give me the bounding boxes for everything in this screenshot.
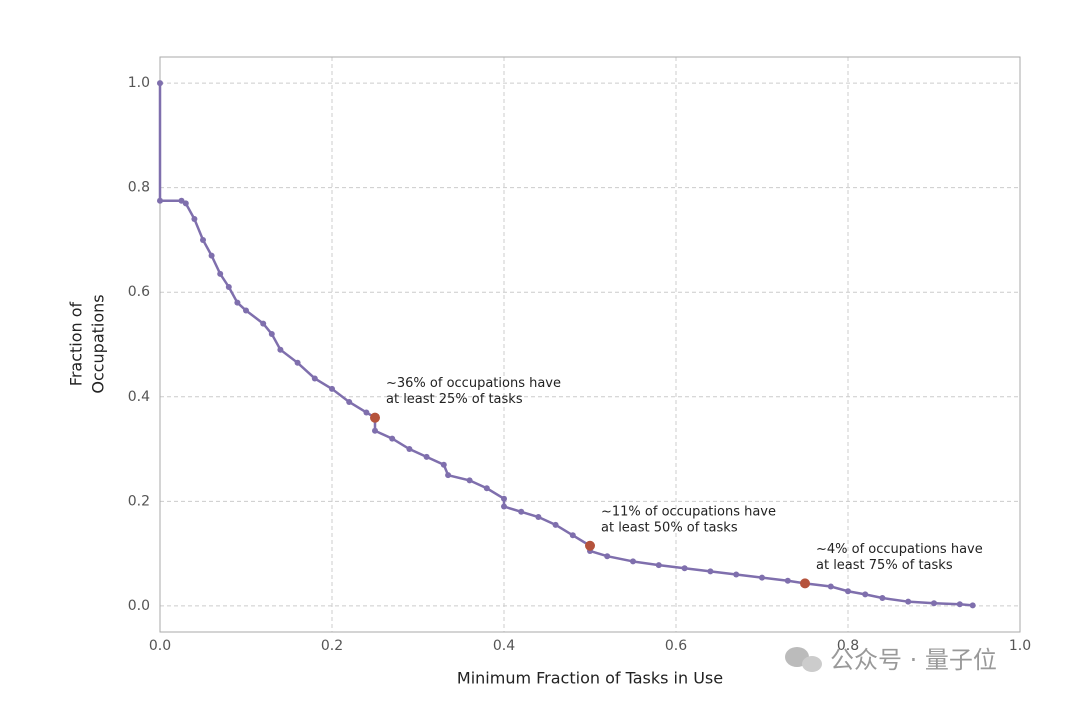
- point: [552, 521, 559, 528]
- x-tick-label: 0.8: [837, 638, 859, 654]
- point: [535, 514, 542, 520]
- point: [969, 602, 976, 609]
- annotation: ~36% of occupations have: [386, 376, 561, 391]
- y-tick-label: 0.8: [128, 180, 150, 196]
- point: [423, 453, 430, 460]
- point: [406, 446, 413, 453]
- watermark: 公众号 · 量子位: [830, 646, 997, 674]
- point: [569, 532, 576, 539]
- point: [372, 427, 378, 434]
- series-line: [158, 83, 973, 607]
- point: [784, 577, 791, 584]
- point: [329, 385, 335, 392]
- point: [217, 270, 224, 277]
- annotation: ~4% of occupations have: [816, 542, 983, 557]
- highlight-point: [585, 540, 595, 551]
- x-tick-label: 0.2: [321, 638, 343, 654]
- point: [225, 284, 232, 290]
- point: [294, 359, 301, 366]
- watermark-icon: [785, 647, 822, 672]
- annotation: at least 25% of tasks: [386, 392, 523, 407]
- point: [277, 346, 284, 353]
- y-axis-title: Fraction of Occupations: [67, 294, 108, 393]
- point: [518, 508, 525, 515]
- y-tick-label: 0.2: [128, 493, 150, 509]
- point: [200, 236, 206, 243]
- point: [931, 600, 937, 607]
- y-axis-title-line: Fraction of: [67, 301, 86, 386]
- point: [501, 503, 507, 510]
- point: [157, 197, 163, 204]
- point: [604, 553, 611, 560]
- point: [466, 477, 473, 484]
- point: [268, 331, 275, 338]
- highlight-point: [800, 578, 810, 589]
- point: [440, 461, 447, 468]
- y-tick-label: 0.6: [128, 284, 150, 300]
- annotation: at least 75% of tasks: [816, 558, 953, 573]
- point: [182, 200, 189, 207]
- point: [956, 601, 963, 608]
- x-tick-label: 1.0: [1009, 638, 1031, 654]
- y-tick-label: 0.4: [128, 389, 150, 405]
- point: [879, 595, 886, 602]
- point: [733, 571, 740, 578]
- point: [862, 591, 869, 598]
- point: [389, 435, 396, 442]
- point: [759, 574, 765, 581]
- point: [208, 252, 215, 259]
- point: [311, 375, 318, 382]
- annotation: ~11% of occupations have: [601, 504, 776, 519]
- y-axis-title-line: Occupations: [89, 294, 108, 393]
- point: [260, 320, 267, 327]
- point: [655, 562, 662, 569]
- point: [905, 598, 912, 605]
- y-tick-label: 0.0: [128, 598, 150, 614]
- point: [178, 197, 185, 204]
- point: [191, 216, 198, 223]
- point: [827, 583, 834, 590]
- y-tick-label: 1.0: [128, 75, 150, 91]
- point: [234, 299, 241, 306]
- point: [445, 472, 452, 479]
- point: [501, 495, 507, 502]
- x-tick-label: 0.0: [149, 638, 171, 654]
- x-tick-label: 0.4: [493, 638, 515, 654]
- point: [157, 80, 163, 87]
- x-tick-label: 0.6: [665, 638, 687, 654]
- point: [630, 558, 636, 565]
- point: [363, 409, 370, 416]
- point: [845, 588, 851, 595]
- plot-frame: [159, 56, 1021, 633]
- point: [346, 399, 353, 405]
- annotation: at least 50% of tasks: [601, 520, 738, 535]
- point: [681, 565, 688, 572]
- point: [243, 307, 249, 314]
- x-axis-title: Minimum Fraction of Tasks in Use: [457, 669, 723, 688]
- point: [707, 568, 714, 575]
- highlight-point: [370, 412, 380, 423]
- point: [483, 485, 490, 492]
